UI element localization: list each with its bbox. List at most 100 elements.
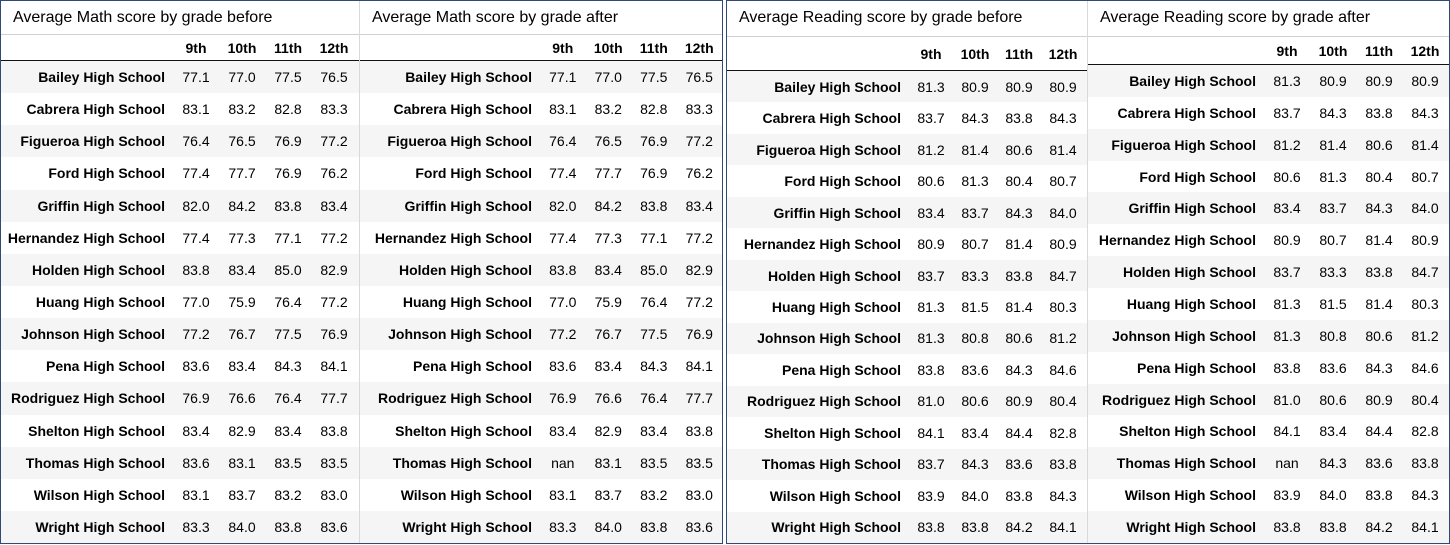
- school-name: Ford High School: [1139, 168, 1256, 185]
- table-row: Pena High School 83.8 83.6 84.3 84.6: [727, 354, 1087, 385]
- grade-header: 9th: [185, 39, 207, 56]
- table-row: Shelton High School 84.1 83.4 84.4 82.8: [1088, 415, 1449, 447]
- math-after-table: Average Math score by grade after 9th 10t…: [359, 1, 722, 543]
- score-cell: 83.2: [594, 101, 622, 118]
- score-cell: 80.8: [961, 330, 989, 347]
- table-title: Average Reading score by grade after: [1088, 1, 1449, 37]
- table-body: Bailey High School 77.1 77.0 77.5 76.5 Cabrer…: [1, 61, 359, 543]
- school-name: Figueroa High School: [1111, 136, 1256, 153]
- score-cell: 77.5: [274, 326, 302, 343]
- table-row: Thomas High School 83.7 84.3 83.6 83.8: [727, 448, 1087, 481]
- score-cell: 80.9: [961, 78, 989, 95]
- table-row: Pena High School 83.6 83.4 84.3 84.1: [360, 350, 722, 382]
- score-cell: 80.4: [1411, 391, 1439, 408]
- grade-header: 10th: [593, 39, 623, 56]
- score-cell: 83.8: [320, 422, 348, 439]
- score-cell: 84.0: [228, 519, 256, 536]
- score-cell: 77.1: [640, 229, 668, 246]
- score-cell: 76.5: [685, 69, 713, 86]
- school-name: Cabrera High School: [26, 101, 165, 118]
- grade-header: 12th: [319, 39, 349, 56]
- school-name: Huang High School: [402, 294, 532, 311]
- grade-header: 9th: [920, 45, 942, 62]
- score-cell: 80.9: [1273, 232, 1301, 249]
- score-cell: 77.2: [320, 133, 348, 150]
- score-cell: 84.3: [1319, 455, 1347, 472]
- score-cell: 83.3: [182, 519, 210, 536]
- score-cell: 80.9: [1049, 236, 1077, 253]
- score-cell: 83.9: [1273, 487, 1301, 504]
- school-name: Shelton High School: [764, 424, 901, 441]
- score-cell: 83.8: [1273, 359, 1301, 376]
- score-cell: 84.1: [685, 358, 713, 375]
- school-name: Wright High School: [402, 519, 532, 536]
- table-row: Shelton High School 83.4 82.9 83.4 83.8: [1, 415, 359, 447]
- score-cell: 77.1: [182, 69, 210, 86]
- score-cell: 77.2: [685, 294, 713, 311]
- score-cell: 83.8: [1005, 267, 1033, 284]
- score-cell: 83.6: [1319, 359, 1347, 376]
- score-cell: 80.9: [1365, 391, 1393, 408]
- score-cell: 81.2: [917, 141, 945, 158]
- score-cell: 83.8: [640, 519, 668, 536]
- school-name: Huang High School: [1126, 295, 1256, 312]
- score-cell: 83.8: [274, 197, 302, 214]
- score-cell: 82.8: [640, 101, 668, 118]
- table-row: Holden High School 83.7 83.3 83.8 84.7: [727, 259, 1087, 292]
- score-cell: 77.5: [640, 326, 668, 343]
- math-before-table: Average Math score by grade before 9th 10…: [1, 1, 359, 543]
- score-cell: 77.2: [549, 326, 577, 343]
- grade-header: 11th: [1364, 42, 1393, 59]
- score-cell: 83.8: [917, 361, 945, 378]
- score-cell: 82.9: [228, 422, 256, 439]
- score-cell: 84.3: [1049, 487, 1077, 504]
- score-cell: 77.0: [182, 294, 210, 311]
- score-cell: 80.8: [1319, 327, 1347, 344]
- score-cell: 84.3: [640, 358, 668, 375]
- score-cell: 83.2: [228, 101, 256, 118]
- score-cell: 84.3: [1411, 104, 1439, 121]
- table-row: Wilson High School 83.1 83.7 83.2 83.0: [1, 479, 359, 511]
- header-row: 9th 10th 11th 12th: [1, 35, 359, 61]
- score-cell: 82.9: [685, 261, 713, 278]
- header-row: 9th 10th 11th 12th: [727, 37, 1087, 71]
- table-row: Cabrera High School 83.7 84.3 83.8 84.3: [727, 102, 1087, 133]
- score-cell: 82.0: [182, 197, 210, 214]
- school-name: Wright High School: [35, 519, 165, 536]
- school-name: Holden High School: [1123, 264, 1256, 281]
- math-panel: Average Math score by grade before 9th 10…: [0, 0, 723, 544]
- score-cell: 85.0: [640, 261, 668, 278]
- school-name: Hernandez High School: [743, 236, 901, 253]
- score-cell: 84.3: [1005, 204, 1033, 221]
- score-cell: 80.4: [1365, 168, 1393, 185]
- score-cell: 83.7: [1319, 200, 1347, 217]
- school-name: Huang High School: [771, 299, 901, 316]
- score-cell: 81.4: [1005, 236, 1033, 253]
- score-cell: 77.2: [320, 229, 348, 246]
- score-cell: nan: [551, 454, 575, 471]
- school-name: Hernandez High School: [7, 229, 165, 246]
- school-name: Cabrera High School: [1117, 104, 1256, 121]
- score-cell: 83.5: [320, 454, 348, 471]
- score-cell: 76.9: [182, 390, 210, 407]
- score-cell: 84.1: [1273, 423, 1301, 440]
- score-cell: 76.2: [685, 165, 713, 182]
- score-cell: 83.8: [1005, 487, 1033, 504]
- school-name: Wilson High School: [33, 486, 165, 503]
- score-cell: 83.7: [961, 204, 989, 221]
- school-name: Pena High School: [781, 361, 901, 378]
- score-cell: 81.4: [1005, 299, 1033, 316]
- school-name: Ford High School: [48, 165, 165, 182]
- score-cell: 83.6: [549, 358, 577, 375]
- score-cell: 84.3: [1365, 200, 1393, 217]
- score-cell: 77.0: [228, 69, 256, 86]
- score-cell: 80.9: [1411, 72, 1439, 89]
- score-cell: 83.5: [685, 454, 713, 471]
- school-name: Shelton High School: [28, 422, 165, 439]
- score-cell: 76.7: [228, 326, 256, 343]
- score-cell: 77.4: [182, 229, 210, 246]
- score-cell: 80.7: [1319, 232, 1347, 249]
- grade-header: 11th: [639, 39, 668, 56]
- school-name: Griffin High School: [404, 197, 532, 214]
- score-cell: 76.9: [640, 165, 668, 182]
